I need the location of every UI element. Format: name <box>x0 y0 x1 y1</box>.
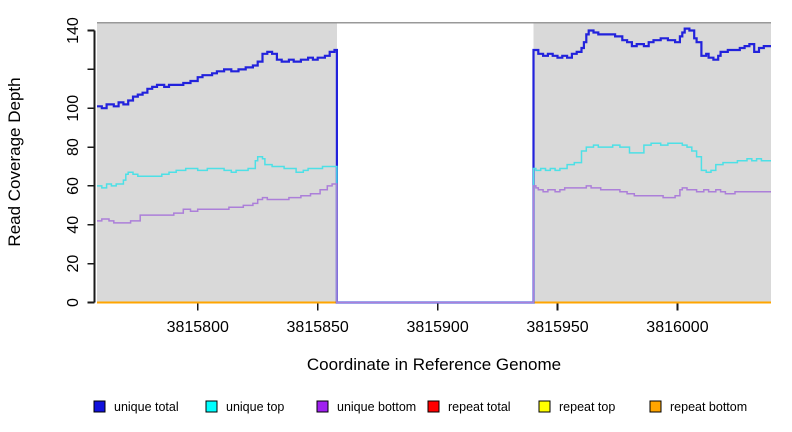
legend-label: unique top <box>226 400 284 414</box>
y-tick-label: 100 <box>65 95 82 122</box>
legend-item-repeat-top: repeat top <box>538 400 615 414</box>
x-tick-label: 3815900 <box>406 319 468 336</box>
legend: unique total unique top unique bottom repea… <box>93 400 747 414</box>
x-tick-label: 3815850 <box>287 319 349 336</box>
y-tick-label: 0 <box>65 298 82 307</box>
legend-swatch <box>205 400 218 413</box>
legend-swatch <box>316 400 329 413</box>
legend-swatch <box>427 400 440 413</box>
plot-background <box>97 21 771 304</box>
series-unique-top <box>97 142 771 304</box>
y-tick-label: 40 <box>65 216 82 234</box>
legend-label: unique total <box>114 400 179 414</box>
legend-label: repeat total <box>448 400 511 414</box>
gap-region <box>336 23 534 304</box>
legend-label: repeat top <box>559 400 615 414</box>
legend-item-repeat-total: repeat total <box>427 400 511 414</box>
legend-item-unique-bottom: unique bottom <box>316 400 416 414</box>
legend-item-repeat-bottom: repeat bottom <box>649 400 747 414</box>
x-tick-label: 3816000 <box>646 319 708 336</box>
legend-item-unique-total: unique total <box>93 400 179 414</box>
legend-label: unique bottom <box>337 400 416 414</box>
shaded-region <box>97 22 337 303</box>
x-tick-label: 3815800 <box>167 319 229 336</box>
x-tick-label: 3815950 <box>526 319 588 336</box>
y-tick-label: 140 <box>65 17 82 44</box>
legend-label: repeat bottom <box>670 400 747 414</box>
legend-item-unique-top: unique top <box>205 400 284 414</box>
x-axis: 3815800 3815850 3815900 3815950 3816000 <box>167 303 709 336</box>
y-tick-label: 20 <box>65 255 82 273</box>
legend-swatch <box>649 400 662 413</box>
x-axis-title: Coordinate in Reference Genome <box>307 355 561 374</box>
y-tick-label: 60 <box>65 177 82 195</box>
y-tick-label: 80 <box>65 138 82 156</box>
legend-swatch <box>93 400 106 413</box>
legend-swatch <box>538 400 551 413</box>
y-axis: 0 20 40 60 80 100 140 <box>65 17 96 307</box>
y-axis-title: Read Coverage Depth <box>5 77 24 246</box>
series-lines <box>97 27 771 304</box>
series-unique-total <box>97 27 771 304</box>
series-unique-bottom <box>97 183 771 304</box>
